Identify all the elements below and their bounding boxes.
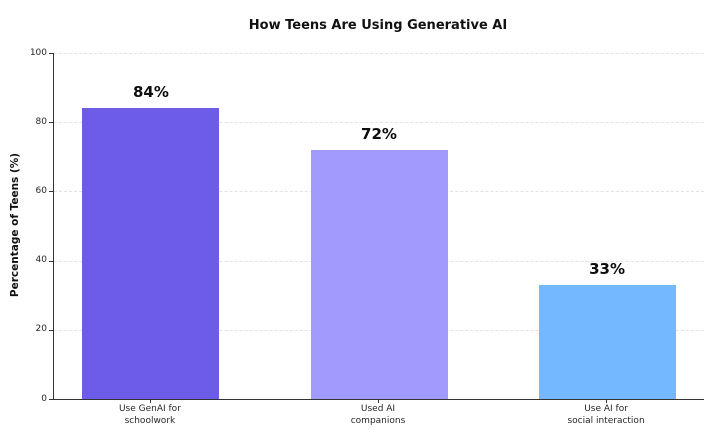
x-tick-label-line: Use AI for [584,404,628,414]
y-tick-label: 60 [35,185,47,196]
bar-value-label: 84% [132,83,169,102]
plot-area: 84% 72% 33% [53,53,704,400]
x-tick-mark [606,399,608,403]
y-tick-label: 0 [41,393,47,404]
x-tick-mark [378,399,379,403]
y-tick-mark [49,122,53,124]
y-tick-mark [49,191,53,193]
chart-title: How Teens Are Using Generative AI [248,18,508,33]
bar [82,108,220,399]
gridline-y-80 [54,122,704,124]
y-tick-label: 40 [35,255,47,266]
x-tick-label: Use GenAI for schoolwork [70,404,230,427]
bar [310,149,448,399]
y-tick-label: 20 [35,324,47,335]
x-tick-label-line: companions [350,415,406,426]
bar [538,284,676,399]
y-tick-label: 100 [29,47,47,58]
bar-value-label: 72% [361,124,397,143]
x-tick-label: Use AI for social interaction [526,404,686,427]
y-tick-mark [49,53,53,54]
x-tick-label-line: social interaction [567,415,645,426]
y-tick-label: 80 [35,116,47,127]
gridline-y-100 [54,53,704,54]
x-tick-label-line: Used AI [360,404,396,414]
x-tick-label-line: Use GenAI for [118,404,181,414]
y-axis-label: Percentage of Teens (%) [9,152,21,298]
x-tick-label-line: schoolwork [124,415,176,426]
y-tick-mark [49,329,53,331]
bar-value-label: 33% [589,259,626,278]
x-tick-mark [149,399,151,403]
y-tick-mark [49,260,53,262]
y-tick-mark [49,399,53,400]
x-tick-label: Used AI companions [298,404,458,427]
